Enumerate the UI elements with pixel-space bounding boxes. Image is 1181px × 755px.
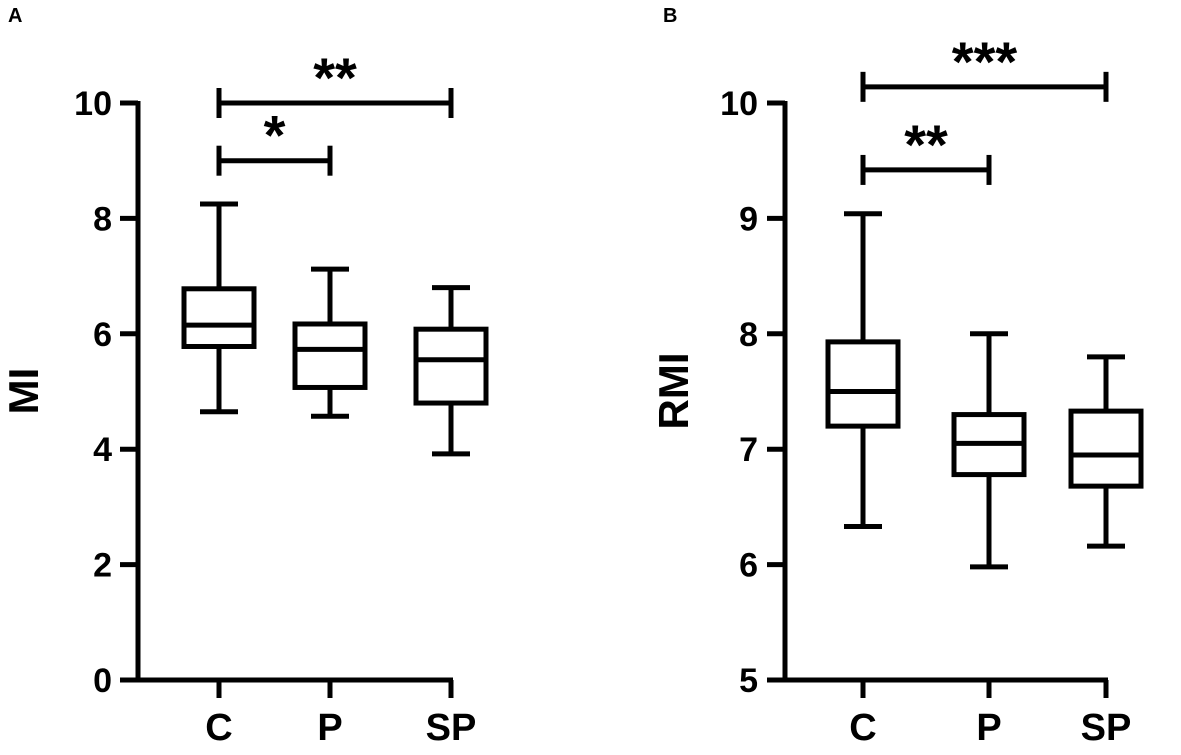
y-tick-label: 6: [93, 316, 112, 354]
y-tick-label: 0: [93, 662, 112, 700]
panel-b: B RMI 5 6 7 8 9 10 C P SP *****: [650, 5, 1144, 749]
y-tick-label: 10: [720, 85, 758, 123]
box-P: [951, 331, 1027, 570]
significance-bracket: **: [216, 46, 454, 118]
box-iqr: [181, 286, 257, 349]
y-tick-label: 6: [739, 547, 758, 585]
panel-letter: B: [663, 5, 677, 27]
y-tick-label: 2: [93, 547, 112, 585]
significance-label: *: [264, 104, 286, 167]
box-iqr: [1068, 408, 1144, 489]
y-axis-title: MI: [0, 368, 47, 415]
box-iqr: [292, 321, 368, 390]
y-axis-title: RMI: [650, 353, 697, 430]
box-iqr: [825, 339, 901, 429]
y-tick-label: 5: [739, 662, 758, 700]
y-tick-label: 4: [93, 431, 112, 469]
significance-bracket: ***: [860, 30, 1109, 102]
y-tick-label: 8: [739, 316, 758, 354]
x-tick-label: SP: [426, 707, 477, 749]
x-tick-label: P: [976, 707, 1001, 749]
x-tick-label: SP: [1081, 707, 1132, 749]
box-SP: [1068, 354, 1144, 549]
box-C: [181, 201, 257, 415]
box-SP: [413, 285, 489, 457]
box-C: [825, 211, 901, 530]
y-tick-label: 7: [739, 431, 758, 469]
x-tick-label: C: [205, 707, 232, 749]
significance-label: **: [904, 113, 948, 176]
y-tick-label: 10: [74, 85, 112, 123]
significance-bracket: **: [860, 113, 992, 185]
significance-label: ***: [952, 30, 1018, 93]
box-P: [292, 266, 368, 419]
significance-label: **: [313, 46, 357, 109]
y-tick-label: 8: [93, 200, 112, 238]
box-iqr: [413, 326, 489, 406]
panel-letter: A: [8, 5, 22, 27]
y-tick-label: 9: [739, 200, 758, 238]
x-tick-label: P: [317, 707, 342, 749]
significance-bracket: *: [216, 104, 333, 176]
x-tick-label: C: [849, 707, 876, 749]
